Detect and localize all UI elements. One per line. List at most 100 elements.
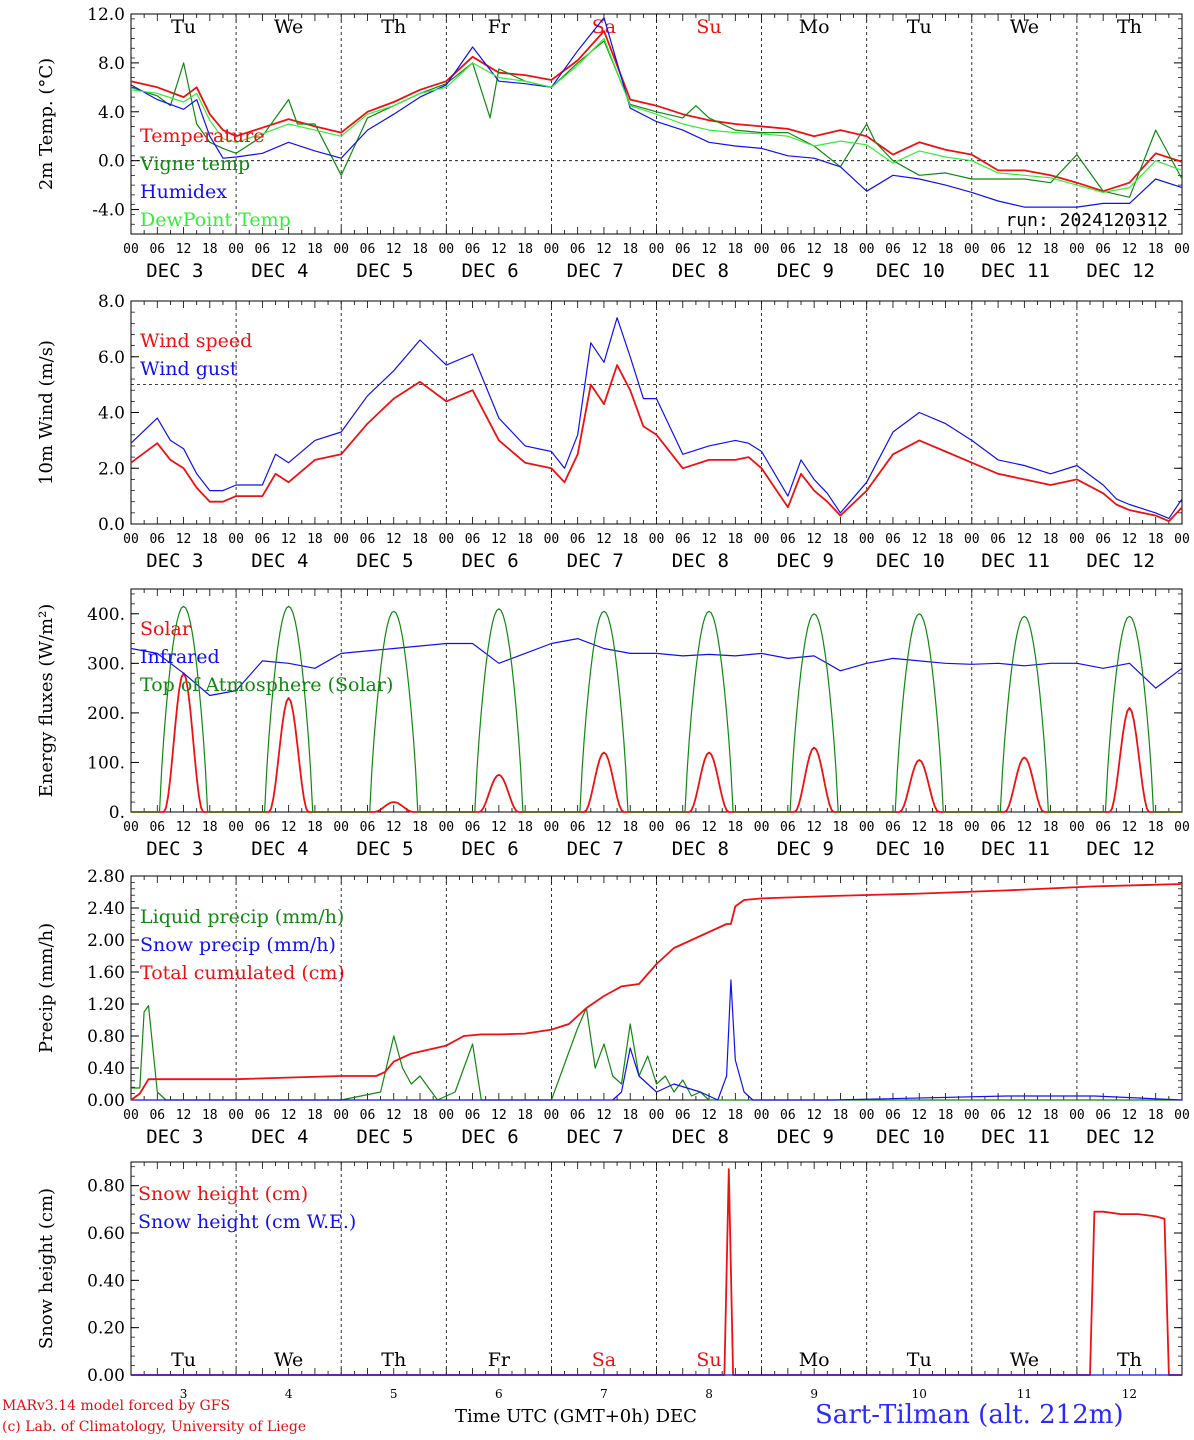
weekday-label: Tu [171, 16, 196, 38]
x-date-label: DEC 8 [672, 260, 729, 282]
weekday-label: Mo [799, 1349, 830, 1371]
x-hour-label: 00 [438, 820, 454, 835]
x-hour-label: 06 [1095, 820, 1111, 835]
series-line-snow-height-cm- [131, 1168, 1182, 1376]
legend-entry: Snow height (cm) [138, 1183, 308, 1205]
x-hour-label: 00 [333, 1108, 349, 1123]
x-hour-label: 18 [202, 242, 218, 257]
x-date-label: DEC 10 [876, 1126, 945, 1148]
y-tick-label: -4.0 [92, 201, 125, 221]
station-name: Sart-Tilman (alt. 212m) [815, 1400, 1124, 1430]
legend-entry: Wind gust [140, 358, 238, 380]
x-hour-label: 18 [202, 1108, 218, 1123]
series-line-wind-speed [130, 364, 1183, 523]
x-hour-label: 18 [307, 820, 323, 835]
x-hour-label: 12 [701, 1108, 717, 1123]
x-hour-label: 12 [806, 1108, 822, 1123]
x-hour-label: 12 [1017, 1108, 1033, 1123]
x-hour-label: 12 [386, 820, 402, 835]
x-day-number: 8 [705, 1387, 713, 1401]
x-hour-label: 12 [1017, 820, 1033, 835]
series-line-total-cumulated-cm- [130, 883, 1183, 1101]
x-hour-label: 18 [412, 242, 428, 257]
series-line-wind-gust [130, 317, 1183, 519]
x-hour-label: 12 [1122, 242, 1138, 257]
x-hour-label: 06 [675, 242, 691, 257]
legend-entry: Temperature [140, 125, 264, 147]
panel-frame-1 [130, 300, 1183, 525]
y-tick-label: 200. [87, 704, 125, 724]
legend-entry: Solar [140, 618, 192, 640]
legend-entry: Wind speed [140, 330, 252, 352]
x-date-label: DEC 9 [777, 1126, 834, 1148]
x-hour-label: 18 [938, 820, 954, 835]
weekday-label: Su [696, 1349, 721, 1371]
x-hour-label: 06 [675, 532, 691, 547]
y-axis-title: 10m Wind (m/s) [36, 340, 57, 485]
x-day-number: 10 [912, 1387, 927, 1401]
y-tick-label: 6.0 [98, 348, 125, 368]
x-hour-label: 06 [149, 242, 165, 257]
x-hour-label: 18 [622, 820, 638, 835]
x-hour-label: 00 [1069, 242, 1085, 257]
x-hour-label: 18 [833, 820, 849, 835]
x-hour-label: 12 [491, 532, 507, 547]
x-hour-label: 00 [544, 820, 560, 835]
x-hour-label: 12 [596, 532, 612, 547]
x-hour-label: 06 [780, 242, 796, 257]
x-hour-label: 12 [806, 242, 822, 257]
weekday-label: Su [696, 16, 721, 38]
x-hour-label: 12 [911, 242, 927, 257]
x-hour-label: 00 [964, 532, 980, 547]
x-hour-label: 12 [701, 242, 717, 257]
x-day-number: 3 [180, 1387, 188, 1401]
x-hour-label: 00 [123, 242, 139, 257]
x-hour-label: 18 [517, 820, 533, 835]
x-hour-label: 06 [780, 532, 796, 547]
x-day-number: 12 [1122, 1387, 1137, 1401]
x-hour-label: 18 [1148, 820, 1164, 835]
weekday-label: Sa [592, 16, 616, 38]
x-date-label: DEC 10 [876, 550, 945, 572]
x-hour-label: 06 [1095, 532, 1111, 547]
y-tick-label: 1.60 [87, 963, 125, 983]
x-hour-label: 06 [465, 820, 481, 835]
model-credit: MARv3.14 model forced by GFS [2, 1398, 231, 1414]
y-tick-label: 8.0 [98, 54, 125, 74]
legend-entry: Top of Atmosphere (Solar) [140, 674, 393, 696]
x-hour-label: 06 [990, 820, 1006, 835]
x-date-label: DEC 6 [461, 550, 518, 572]
x-hour-label: 18 [307, 1108, 323, 1123]
x-hour-label: 00 [123, 820, 139, 835]
x-date-label: DEC 11 [981, 838, 1050, 860]
y-tick-label: 0.0 [98, 152, 125, 172]
series-line-infrared [130, 638, 1183, 697]
legend-entry: DewPoint Temp [140, 209, 291, 231]
y-tick-label: 2.0 [98, 459, 125, 479]
x-date-label: DEC 6 [461, 838, 518, 860]
x-hour-label: 06 [255, 532, 271, 547]
x-hour-label: 06 [465, 532, 481, 547]
x-hour-label: 12 [281, 242, 297, 257]
x-date-label: DEC 3 [146, 550, 203, 572]
x-hour-label: 06 [885, 532, 901, 547]
x-date-label: DEC 4 [251, 550, 308, 572]
x-date-label: DEC 10 [876, 260, 945, 282]
x-hour-label: 00 [964, 242, 980, 257]
x-hour-label: 00 [438, 532, 454, 547]
legend-entry: Liquid precip (mm/h) [140, 906, 344, 928]
x-hour-label: 00 [964, 820, 980, 835]
y-tick-label: 0.80 [87, 1177, 125, 1197]
x-hour-label: 06 [255, 1108, 271, 1123]
legend-entry: Vigne temp [139, 153, 250, 175]
x-date-label: DEC 7 [567, 550, 624, 572]
run-label: run: 2024120312 [1005, 210, 1168, 231]
x-hour-label: 18 [517, 532, 533, 547]
x-date-label: DEC 5 [356, 550, 413, 572]
weekday-label: Fr [488, 16, 511, 38]
y-tick-label: 0.00 [87, 1366, 125, 1386]
x-date-label: DEC 12 [1086, 1126, 1155, 1148]
x-hour-label: 00 [228, 532, 244, 547]
x-hour-label: 18 [412, 532, 428, 547]
x-hour-label: 00 [649, 532, 665, 547]
